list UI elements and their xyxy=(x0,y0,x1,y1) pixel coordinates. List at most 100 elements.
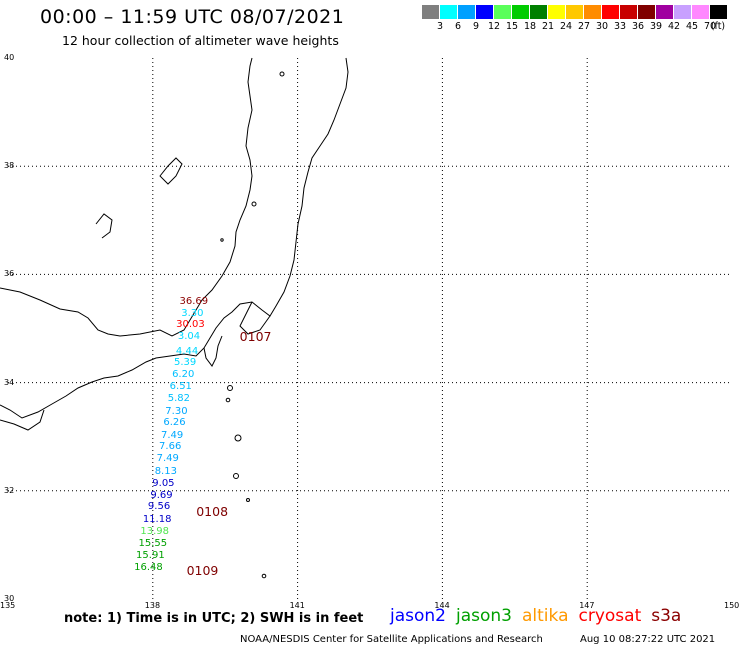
coastline-izu xyxy=(203,335,223,367)
legend-swatch xyxy=(476,5,493,19)
legend-unit: (ft) xyxy=(710,21,726,32)
coastline-honshu-west xyxy=(0,57,253,337)
wave-height-value: 3.30 xyxy=(181,307,204,319)
legend-swatch xyxy=(692,5,709,19)
legend-label: 12 xyxy=(487,21,501,32)
lat-label: 38 xyxy=(4,161,15,171)
wave-height-value: 36.69 xyxy=(179,296,209,308)
wave-height-value: 6.51 xyxy=(169,381,192,393)
island-aogashima xyxy=(246,498,250,502)
lon-label: 138 xyxy=(144,601,161,610)
island-awashima xyxy=(279,71,285,77)
legend-swatch xyxy=(422,5,439,19)
satellite-name: cryosat xyxy=(578,606,642,626)
legend-label: 15 xyxy=(505,21,519,32)
legend-label: 27 xyxy=(577,21,591,32)
island-sumisu xyxy=(261,573,267,579)
lon-label: 150 xyxy=(724,601,740,610)
time-mark: 0108 xyxy=(196,503,229,519)
satellite-name: s3a xyxy=(651,606,682,626)
island-small-a xyxy=(251,201,257,207)
lat-label: 30 xyxy=(4,594,15,603)
wave-height-value: 15.55 xyxy=(138,537,168,549)
legend-swatch xyxy=(674,5,691,19)
wave-height-value: 8.13 xyxy=(154,465,177,477)
legend-swatch xyxy=(638,5,655,19)
lat-label: 40 xyxy=(4,53,15,62)
wave-height-value: 7.66 xyxy=(159,441,182,453)
legend-label: 9 xyxy=(472,21,480,32)
footer-note: note: 1) Time is in UTC; 2) SWH is in fe… xyxy=(64,611,364,626)
legend-label: 18 xyxy=(523,21,537,32)
wave-height-value: 15.91 xyxy=(136,550,165,562)
legend-swatch xyxy=(494,5,511,19)
page-subtitle: 12 hour collection of altimeter wave hei… xyxy=(62,33,339,48)
lat-label: 32 xyxy=(4,485,15,495)
wave-height-value: 5.82 xyxy=(167,393,190,405)
island-oshima xyxy=(227,385,233,391)
lat-label: 34 xyxy=(4,377,15,387)
credit-line: NOAA/NESDIS Center for Satellite Applica… xyxy=(240,634,543,645)
legend-label: 30 xyxy=(595,21,609,32)
lon-label: 135 xyxy=(0,601,16,610)
legend-label: 36 xyxy=(631,21,645,32)
wave-height-value: 16.48 xyxy=(134,562,163,574)
legend-label: 39 xyxy=(649,21,663,32)
wave-height-value: 9.05 xyxy=(152,477,175,489)
satellite-name: jason2 xyxy=(390,606,446,626)
satellite-name: altika xyxy=(522,606,569,626)
legend-swatch xyxy=(656,5,673,19)
coastline-boso xyxy=(239,301,271,335)
wave-height-value: 4.44 xyxy=(175,346,199,358)
legend-swatch xyxy=(458,5,475,19)
island-niijima xyxy=(225,397,231,403)
wave-height-value: 11.18 xyxy=(142,513,172,525)
generated-timestamp: Aug 10 08:27:22 UTC 2021 xyxy=(580,634,716,645)
legend-swatch xyxy=(530,5,547,19)
wave-height-value: 5.39 xyxy=(173,357,197,369)
legend-swatch xyxy=(512,5,529,19)
coastline xyxy=(0,57,349,431)
legend-label: 6 xyxy=(454,21,462,32)
legend-swatch xyxy=(602,5,619,19)
legend-label: 33 xyxy=(613,21,627,32)
islands xyxy=(220,71,285,579)
time-mark: 0109 xyxy=(186,563,219,579)
lat-label: 36 xyxy=(4,269,15,279)
wave-height-value: 9.56 xyxy=(147,501,171,513)
satellite-legend: jason2 jason3 altika cryosat s3a xyxy=(390,606,691,626)
satellite-name: jason3 xyxy=(456,606,512,626)
wave-height-value: 6.26 xyxy=(163,417,186,429)
time-mark: 0107 xyxy=(239,329,272,345)
wave-height-value: 6.20 xyxy=(172,368,195,380)
wave-height-value: 13.98 xyxy=(140,525,170,537)
legend-label: 21 xyxy=(541,21,555,32)
legend-swatch xyxy=(710,5,727,19)
lon-label: 147 xyxy=(579,601,595,610)
wave-height-value: 7.49 xyxy=(156,453,179,465)
legend-label: 45 xyxy=(685,21,699,32)
legend-swatch xyxy=(584,5,601,19)
coastline-noto xyxy=(95,213,113,239)
sado-island xyxy=(159,157,183,185)
island-hachijo xyxy=(233,473,239,479)
page-title: 00:00 – 11:59 UTC 08/07/2021 xyxy=(40,6,345,28)
legend-label: 70 xyxy=(703,21,717,32)
wave-height-value: 3.04 xyxy=(177,331,201,343)
map-frame xyxy=(8,58,732,599)
island-miyake xyxy=(234,434,242,442)
legend-label: 3 xyxy=(436,21,444,32)
coastline-honshu-east xyxy=(0,57,349,419)
island-lake xyxy=(220,238,224,242)
wave-height-value: 30.03 xyxy=(176,319,205,331)
wave-height-value: 7.30 xyxy=(165,405,188,417)
legend-swatch xyxy=(620,5,637,19)
legend-label: 42 xyxy=(667,21,681,32)
wave-height-value: 9.69 xyxy=(150,489,173,501)
graticule xyxy=(8,58,732,599)
wave-height-value: 7.49 xyxy=(160,429,184,441)
legend-swatch xyxy=(566,5,583,19)
legend-label: 24 xyxy=(559,21,573,32)
legend-swatch xyxy=(440,5,457,19)
